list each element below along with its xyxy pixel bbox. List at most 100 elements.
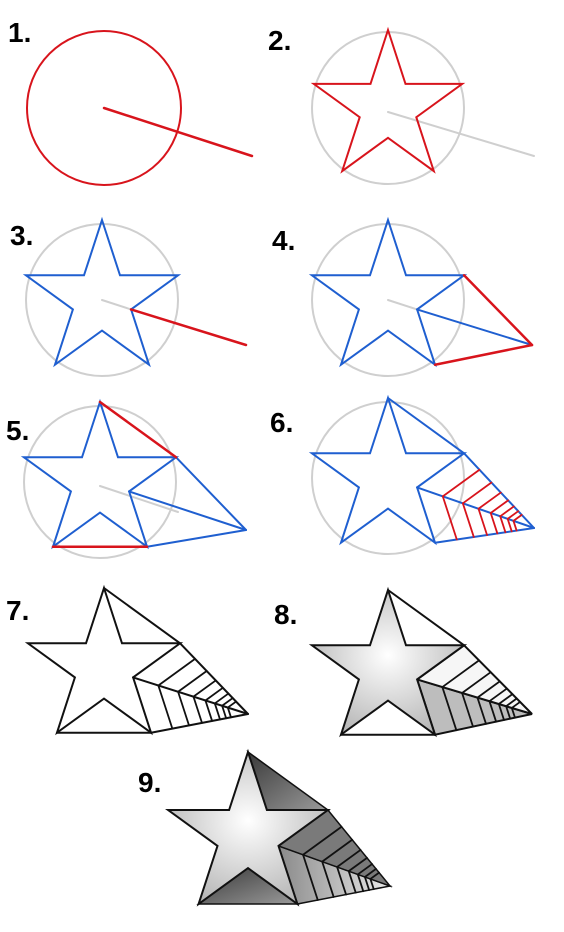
depth-edge-line xyxy=(175,456,247,531)
segment-line xyxy=(461,671,492,694)
segment-line xyxy=(499,505,515,518)
segment-line xyxy=(356,873,365,893)
segment-line xyxy=(221,697,234,707)
star-outline xyxy=(308,216,468,368)
step-label-4: 4. xyxy=(272,225,295,256)
faded-guide-circle xyxy=(311,401,465,555)
segment-line xyxy=(157,684,174,730)
segment-line xyxy=(336,866,347,896)
segment-line xyxy=(363,876,371,891)
segment-line xyxy=(192,679,217,698)
segment-line xyxy=(363,867,377,878)
segment-line xyxy=(369,878,375,891)
step-7-drawing xyxy=(24,584,249,736)
step-9-drawing xyxy=(165,748,393,907)
step-label-9: 9. xyxy=(138,767,161,798)
segment-line xyxy=(177,690,190,727)
segment-line xyxy=(505,705,512,720)
segment-line xyxy=(441,468,481,498)
vanishing-guide-line xyxy=(129,308,248,347)
star-outline xyxy=(308,394,468,546)
step-label-5: 5. xyxy=(6,415,29,446)
segment-line xyxy=(302,853,319,901)
guide-circle xyxy=(26,30,182,186)
faded-guide-line xyxy=(387,111,535,157)
top-bevel-line xyxy=(387,589,466,647)
step-label-2: 2. xyxy=(268,25,291,56)
segment-line xyxy=(461,481,493,505)
segment-line xyxy=(489,499,510,514)
step-6-drawing xyxy=(308,394,535,555)
depth-edge-line xyxy=(463,452,535,529)
segment-line xyxy=(347,856,368,873)
star-shaded xyxy=(165,748,331,907)
step-1-drawing xyxy=(26,30,254,186)
segment-line xyxy=(461,502,475,538)
depth-edge-line xyxy=(462,274,534,347)
faded-guide-line xyxy=(99,485,179,513)
step-5-drawing xyxy=(20,398,247,559)
faded-guide-circle xyxy=(23,405,177,559)
perspective-guide-line xyxy=(102,106,254,158)
step-label-1: 1. xyxy=(8,17,31,48)
step-label-6: 6. xyxy=(270,407,293,438)
top-bevel-line xyxy=(103,587,182,645)
segment-line xyxy=(336,849,362,868)
segment-line xyxy=(213,692,230,705)
faded-guide-circle xyxy=(25,223,179,377)
star-outline xyxy=(24,584,184,736)
depth-edge-line xyxy=(146,529,247,548)
segment-line xyxy=(506,517,513,533)
step-2-drawing xyxy=(310,26,535,185)
segment-line xyxy=(356,863,373,876)
segment-line xyxy=(477,491,502,510)
star-outline xyxy=(20,398,180,550)
faded-guide-line xyxy=(101,299,133,311)
step-label-8: 8. xyxy=(274,599,297,630)
segment-line xyxy=(506,510,520,520)
segment-line xyxy=(321,860,335,898)
segment-line xyxy=(497,703,505,721)
segment-line xyxy=(302,825,343,856)
segment-line xyxy=(441,686,458,732)
segment-line xyxy=(347,870,357,894)
star-outline xyxy=(22,216,182,368)
segment-line xyxy=(204,699,214,722)
segment-line xyxy=(321,838,354,863)
segment-line xyxy=(204,686,224,702)
faded-guide-circle xyxy=(311,31,465,185)
step-label-3: 3. xyxy=(10,220,33,251)
segment-line xyxy=(461,692,474,728)
segment-line xyxy=(510,701,521,709)
segment-line xyxy=(213,702,221,721)
segment-line xyxy=(157,657,196,687)
star-outline xyxy=(310,26,466,174)
depth-edge-line xyxy=(416,308,533,346)
segment-line xyxy=(192,695,203,724)
segment-line xyxy=(441,495,458,541)
depth-edge-line xyxy=(128,490,247,531)
segment-line xyxy=(476,696,487,725)
segment-line xyxy=(512,519,518,532)
top-bevel-line xyxy=(98,400,178,459)
depth-edge-line xyxy=(434,527,535,544)
segment-line xyxy=(497,693,514,705)
step-4-drawing xyxy=(308,216,534,377)
segment-line xyxy=(488,700,498,723)
segment-line xyxy=(512,513,523,522)
segment-line xyxy=(505,697,518,708)
segment-line xyxy=(477,507,488,536)
segment-line xyxy=(226,706,232,719)
faded-guide-line xyxy=(387,299,419,311)
top-bevel-line xyxy=(387,397,466,455)
segment-line xyxy=(221,704,228,720)
depth-edge-line xyxy=(433,343,534,366)
segment-line xyxy=(488,687,508,703)
segment-line xyxy=(510,707,516,719)
segment-line xyxy=(441,659,480,688)
step-label-7: 7. xyxy=(6,595,29,626)
step-3-drawing xyxy=(22,216,248,377)
segment-line xyxy=(177,670,208,693)
segment-line xyxy=(476,680,501,699)
